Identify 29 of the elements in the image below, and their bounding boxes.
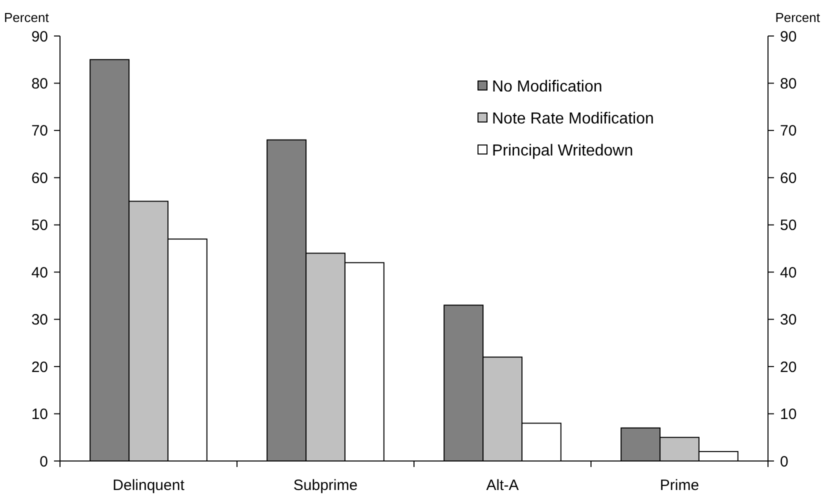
- y-tick-label: 80: [31, 75, 48, 92]
- y-tick-label: 10: [31, 406, 48, 424]
- legend-label: Note Rate Modification: [492, 110, 654, 128]
- y2-tick-label: 10: [780, 406, 797, 424]
- legend-label: Principal Writedown: [492, 142, 634, 160]
- y-tick-label: 60: [31, 170, 48, 187]
- y-tick-label: 30: [31, 312, 48, 329]
- y2-tick-label: 0: [780, 453, 788, 470]
- y2-tick-label: 40: [780, 264, 797, 282]
- y2-tick-label: 20: [780, 358, 797, 376]
- y-tick-label: 90: [31, 28, 48, 46]
- y2-tick-label: 30: [780, 312, 797, 329]
- x-tick-label: Alt-A: [486, 477, 519, 494]
- y-tick-label: 50: [31, 217, 48, 234]
- legend-label: No Modification: [492, 78, 602, 96]
- y-tick-label: 70: [31, 122, 48, 140]
- y-tick-label: 40: [31, 264, 48, 282]
- x-tick-label: Subprime: [293, 477, 358, 494]
- y2-tick-label: 90: [780, 28, 797, 46]
- x-tick-label: Prime: [660, 477, 700, 494]
- y-tick-label: 0: [40, 453, 48, 470]
- y2-tick-label: 80: [780, 75, 797, 92]
- y2-tick-label: 60: [780, 170, 797, 187]
- y2-tick-label: 70: [780, 122, 797, 140]
- y-tick-label: 20: [31, 358, 48, 376]
- x-tick-label: Delinquent: [112, 477, 186, 494]
- y-axis-title: Percent: [4, 10, 50, 25]
- y2-tick-label: 50: [780, 217, 797, 234]
- y2-axis-title: Percent: [775, 10, 820, 25]
